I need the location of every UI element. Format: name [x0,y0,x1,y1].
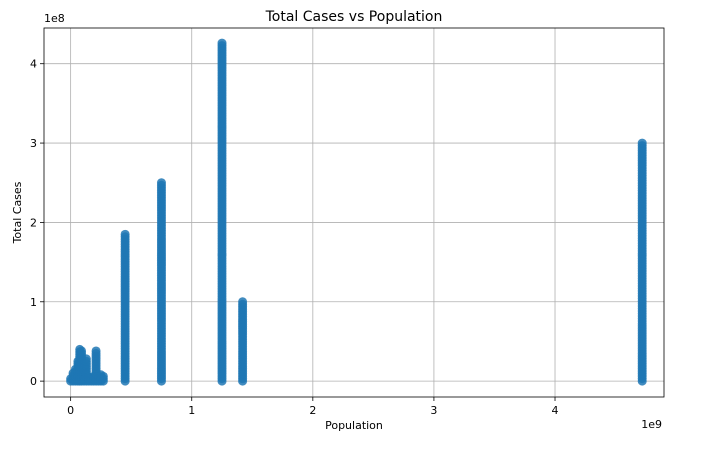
ticks-layer: 0 1 2 3 4 0 1 2 3 4 [30,58,559,417]
data-point [156,178,166,188]
marks-layer [66,38,647,386]
data-column [637,138,647,386]
y-tick-label: 4 [30,58,37,71]
y-tick-label: 1 [30,296,37,309]
data-point [217,38,227,48]
data-column [98,371,108,386]
y-tick-label: 3 [30,137,37,150]
x-tick-label: 2 [309,404,316,417]
grid-layer [44,28,664,397]
y-tick-label: 0 [30,375,37,388]
x-tick-label: 1 [188,404,195,417]
data-column [217,38,227,386]
data-column [238,297,248,386]
data-point [77,346,87,356]
x-axis-offset-label: 1e9 [641,418,662,431]
data-point [238,297,248,307]
x-axis-label: Population [325,419,383,432]
data-column [120,229,130,386]
data-point [81,354,91,364]
data-point [120,229,130,239]
data-point [637,138,647,148]
data-point [98,371,108,381]
x-tick-label: 3 [430,404,437,417]
data-point [91,346,101,356]
y-tick-label: 2 [30,216,37,229]
data-column [156,178,166,386]
x-tick-label: 0 [67,404,74,417]
y-axis-label: Total Cases [11,181,24,244]
y-axis-offset-label: 1e8 [44,12,65,25]
x-tick-label: 4 [552,404,559,417]
plot-frame [43,27,665,398]
chart-title: Total Cases vs Population [265,9,443,25]
